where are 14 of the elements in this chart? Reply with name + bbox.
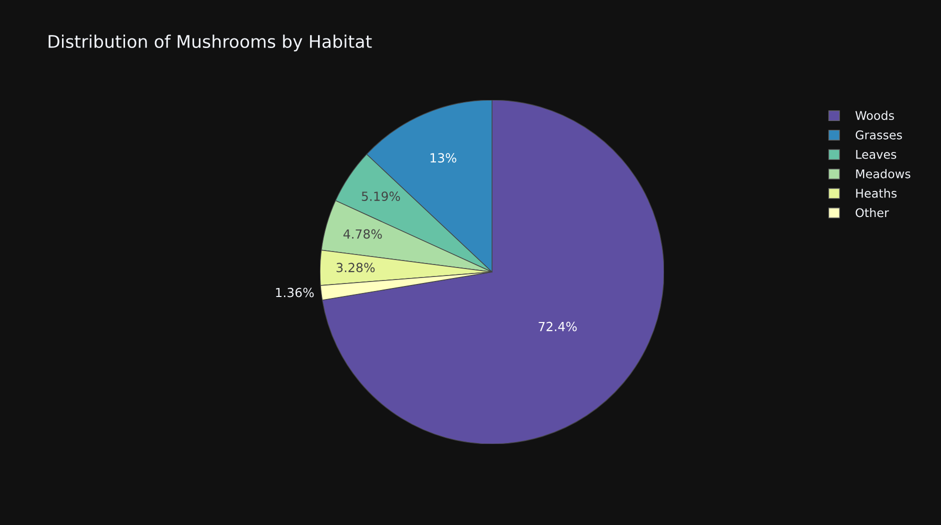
data-label: 72.4% — [538, 322, 577, 332]
legend-label: Other — [856, 208, 889, 218]
legend-label: Leaves — [856, 150, 896, 159]
data-label: 3.28% — [336, 262, 375, 272]
pie-slice — [322, 100, 664, 444]
chart-title: Distribution of Mushrooms by Habitat — [48, 34, 372, 52]
data-label: 4.78% — [343, 229, 382, 239]
data-label: 13% — [430, 153, 456, 163]
legend-label: Meadows — [856, 169, 910, 178]
legend-label: Heaths — [856, 188, 897, 198]
data-label: 1.36% — [276, 288, 314, 298]
legend-label: Grasses — [856, 130, 902, 140]
legend-label: Woods — [855, 110, 894, 120]
data-label: 5.19% — [362, 192, 400, 202]
